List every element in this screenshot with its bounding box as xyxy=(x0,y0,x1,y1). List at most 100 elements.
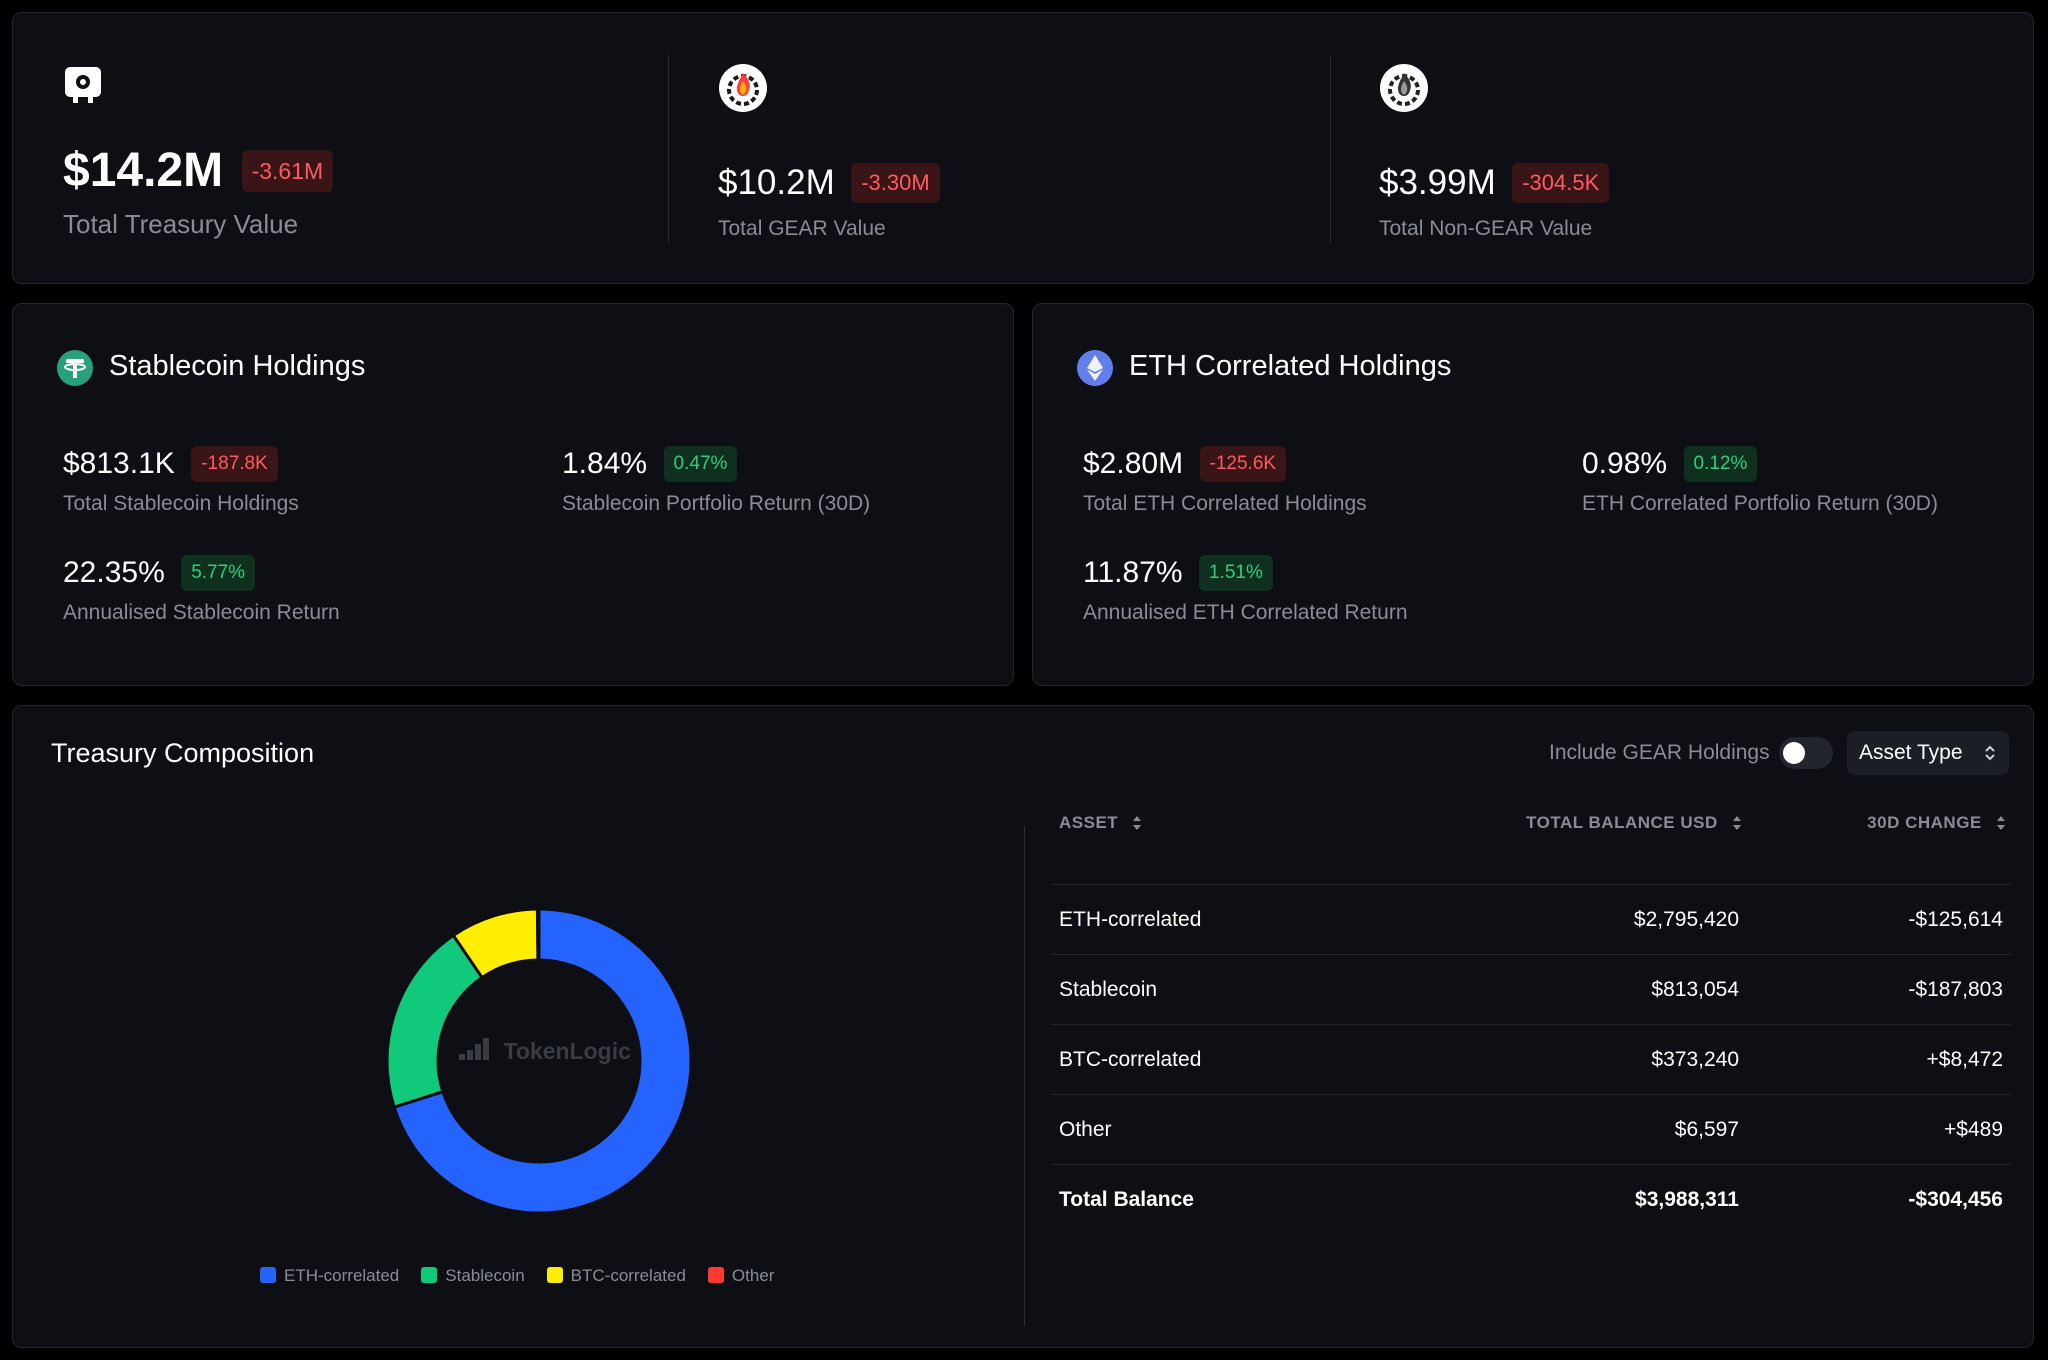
metric-value: $813.1K xyxy=(63,447,175,480)
include-gear-label: Include GEAR Holdings xyxy=(1549,741,1770,764)
stablecoin-title: Stablecoin Holdings xyxy=(109,350,366,382)
metric-label: Total Stablecoin Holdings xyxy=(63,492,299,515)
cell-balance: $813,054 xyxy=(1651,978,1739,1001)
cell-change: +$8,472 xyxy=(1926,1048,2004,1071)
gear-label: Total GEAR Value xyxy=(718,217,886,240)
metric-value: 0.98% xyxy=(1582,447,1668,480)
chevron-up-down-icon xyxy=(1985,745,1995,761)
eth-card: ETH Correlated Holdings $2.80M -125.6K T… xyxy=(1032,303,2034,686)
composition-donut-chart xyxy=(385,907,693,1215)
watermark-text: TokenLogic xyxy=(503,1038,631,1064)
metric-change-badge: 0.12% xyxy=(1683,446,1758,482)
th-change[interactable]: 30D CHANGE xyxy=(1867,813,2007,833)
cell-asset: BTC-correlated xyxy=(1059,1048,1202,1071)
metric-label: Annualised Stablecoin Return xyxy=(63,601,340,624)
metric-label: ETH Correlated Portfolio Return (30D) xyxy=(1582,492,1938,515)
metric-label: Annualised ETH Correlated Return xyxy=(1083,601,1408,624)
chart-legend: ETH-correlated Stablecoin BTC-correlated Ot… xyxy=(260,1266,796,1286)
cell-balance: $373,240 xyxy=(1651,1048,1739,1071)
vault-icon xyxy=(65,67,101,103)
metric-value: 1.84% xyxy=(562,447,648,480)
gear-change-badge: -3.30M xyxy=(851,163,940,203)
eth-title: ETH Correlated Holdings xyxy=(1129,350,1452,382)
summary-card: $14.2M -3.61M Total Treasury Value $10.2… xyxy=(12,12,2034,284)
metric-change-badge: -125.6K xyxy=(1199,446,1287,482)
cell-asset: Total Balance xyxy=(1059,1188,1194,1211)
legend-label: Other xyxy=(731,1266,775,1285)
watermark: TokenLogic xyxy=(444,1036,644,1065)
include-gear-toggle[interactable] xyxy=(1779,737,1833,769)
metric-label: Total ETH Correlated Holdings xyxy=(1083,492,1367,515)
table-row: Other $6,597 +$489 xyxy=(1051,1094,2011,1164)
non-gear-change-badge: -304.5K xyxy=(1512,163,1610,203)
legend-swatch xyxy=(707,1267,724,1283)
legend-swatch xyxy=(421,1267,438,1283)
treasury-change-badge: -3.61M xyxy=(241,149,334,192)
divider xyxy=(668,55,669,243)
donut-slice-eth-correlated[interactable] xyxy=(392,907,693,1215)
gear-flame-icon xyxy=(719,64,767,112)
non-gear-label: Total Non-GEAR Value xyxy=(1379,217,1593,240)
gear-flame-mono-icon xyxy=(1380,64,1428,112)
metric-change-badge: -187.8K xyxy=(191,446,278,482)
metric-change-badge: 0.47% xyxy=(663,446,738,482)
legend-swatch xyxy=(260,1267,276,1283)
legend-item[interactable]: Stablecoin xyxy=(421,1266,525,1286)
divider xyxy=(1024,826,1025,1326)
non-gear-value: $3.99M xyxy=(1379,163,1496,202)
legend-item[interactable]: BTC-correlated xyxy=(546,1266,686,1286)
th-asset[interactable]: ASSET xyxy=(1059,813,1143,833)
table-total-row: Total Balance $3,988,311 -$304,456 xyxy=(1051,1164,2011,1234)
cell-asset: Stablecoin xyxy=(1059,978,1158,1001)
eth-annual-metric: 11.87% 1.51% Annualised ETH Correlated R… xyxy=(1083,555,1408,625)
eth-total-metric: $2.80M -125.6K Total ETH Correlated Hold… xyxy=(1083,446,1367,516)
cell-change: -$304,456 xyxy=(1908,1188,2003,1211)
gear-stat: $10.2M -3.30M Total GEAR Value xyxy=(718,63,1278,243)
treasury-stat: $14.2M -3.61M Total Treasury Value xyxy=(63,65,623,245)
legend-item[interactable]: ETH-correlated xyxy=(260,1266,399,1286)
legend-label: Stablecoin xyxy=(445,1266,525,1285)
th-balance[interactable]: TOTAL BALANCE USD xyxy=(1526,813,1743,833)
treasury-label: Total Treasury Value xyxy=(63,209,299,239)
sort-icon xyxy=(1733,816,1741,830)
cell-asset: Other xyxy=(1059,1118,1112,1141)
treasury-value: $14.2M xyxy=(63,144,224,197)
metric-label: Stablecoin Portfolio Return (30D) xyxy=(562,492,871,515)
metric-value: 11.87% xyxy=(1083,556,1183,589)
legend-label: BTC-correlated xyxy=(570,1266,686,1285)
ethereum-icon xyxy=(1077,350,1113,386)
select-value: Asset Type xyxy=(1859,741,1963,764)
non-gear-stat: $3.99M -304.5K Total Non-GEAR Value xyxy=(1379,63,1979,243)
tokenlogic-logo-icon xyxy=(459,1038,490,1060)
cell-asset: ETH-correlated xyxy=(1059,908,1202,931)
stablecoin-return-metric: 1.84% 0.47% Stablecoin Portfolio Return … xyxy=(562,446,870,516)
cell-balance: $2,795,420 xyxy=(1633,908,1739,931)
divider xyxy=(1330,55,1331,243)
toggle-knob xyxy=(1783,742,1805,764)
metric-value: 22.35% xyxy=(63,556,165,589)
cell-change: +$489 xyxy=(1944,1118,2003,1141)
metric-change-badge: 1.51% xyxy=(1198,555,1273,591)
table-row: BTC-correlated $373,240 +$8,472 xyxy=(1051,1024,2011,1094)
cell-change: -$187,803 xyxy=(1908,978,2003,1001)
composition-table: ASSET TOTAL BALANCE USD 30D CHANGE ETH-c… xyxy=(1051,801,2011,1301)
legend-label: ETH-correlated xyxy=(284,1266,400,1285)
sort-icon xyxy=(1997,816,2005,830)
metric-value: $2.80M xyxy=(1083,447,1184,480)
metric-change-badge: 5.77% xyxy=(181,555,256,591)
composition-title: Treasury Composition xyxy=(51,738,315,768)
stablecoin-total-metric: $813.1K -187.8K Total Stablecoin Holding… xyxy=(63,446,299,516)
stablecoin-annual-metric: 22.35% 5.77% Annualised Stablecoin Retur… xyxy=(63,555,340,625)
cell-balance: $3,988,311 xyxy=(1635,1188,1739,1211)
asset-type-select[interactable]: Asset Type xyxy=(1847,731,2009,775)
gear-value: $10.2M xyxy=(718,163,835,202)
eth-return-metric: 0.98% 0.12% ETH Correlated Portfolio Ret… xyxy=(1582,446,1938,516)
donut-slice-other[interactable] xyxy=(535,907,541,962)
legend-item[interactable]: Other xyxy=(707,1266,775,1286)
composition-card: Treasury Composition Include GEAR Holdin… xyxy=(12,705,2034,1348)
sort-icon xyxy=(1133,816,1142,830)
legend-swatch xyxy=(546,1267,563,1283)
table-row: ETH-correlated $2,795,420 -$125,614 xyxy=(1051,884,2011,954)
donut-slice-stablecoin[interactable] xyxy=(385,933,485,1110)
stablecoin-card: Stablecoin Holdings $813.1K -187.8K Tota… xyxy=(12,303,1014,686)
